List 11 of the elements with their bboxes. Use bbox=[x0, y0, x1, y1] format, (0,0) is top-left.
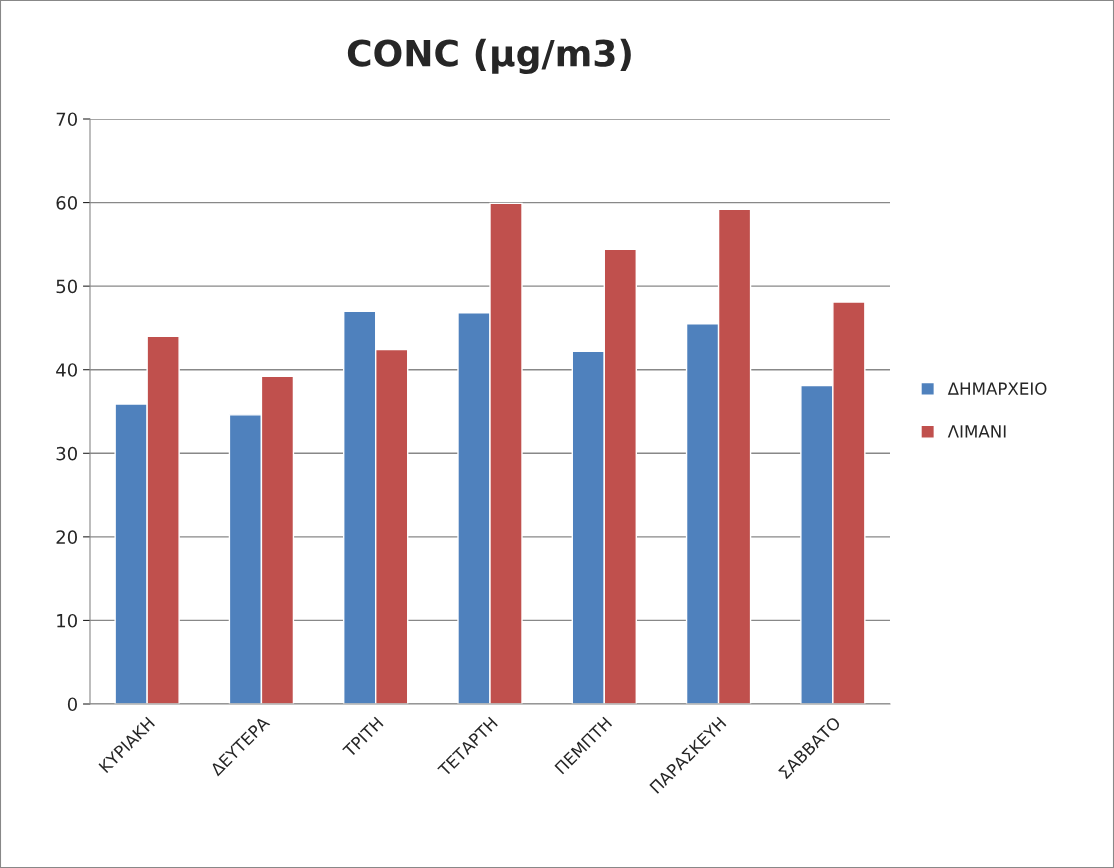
y-tick-label: 40 bbox=[56, 363, 77, 377]
y-tick-label: 60 bbox=[56, 196, 77, 210]
y-tick-label: 50 bbox=[56, 279, 77, 294]
chart-title: CONC (μg/m3) bbox=[347, 38, 631, 75]
y-tick-label: 0 bbox=[67, 697, 77, 712]
y-tick-label: 30 bbox=[56, 446, 77, 461]
legend-label: ΔΗΜΑΡΧΕΙΟ bbox=[947, 382, 1047, 395]
y-tick-label: 70 bbox=[56, 112, 77, 127]
y-tick-label: 20 bbox=[56, 530, 77, 544]
legend-label: ΛΙΜΑΝΙ bbox=[947, 425, 1006, 438]
y-tick-label: 10 bbox=[57, 613, 77, 628]
